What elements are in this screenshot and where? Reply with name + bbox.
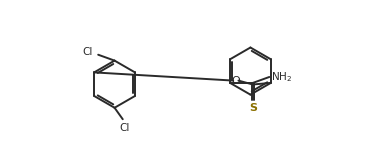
Text: NH$_2$: NH$_2$ (271, 70, 292, 84)
Text: O: O (231, 76, 240, 86)
Text: Cl: Cl (119, 123, 129, 133)
Text: S: S (249, 102, 257, 112)
Text: Cl: Cl (82, 47, 93, 57)
